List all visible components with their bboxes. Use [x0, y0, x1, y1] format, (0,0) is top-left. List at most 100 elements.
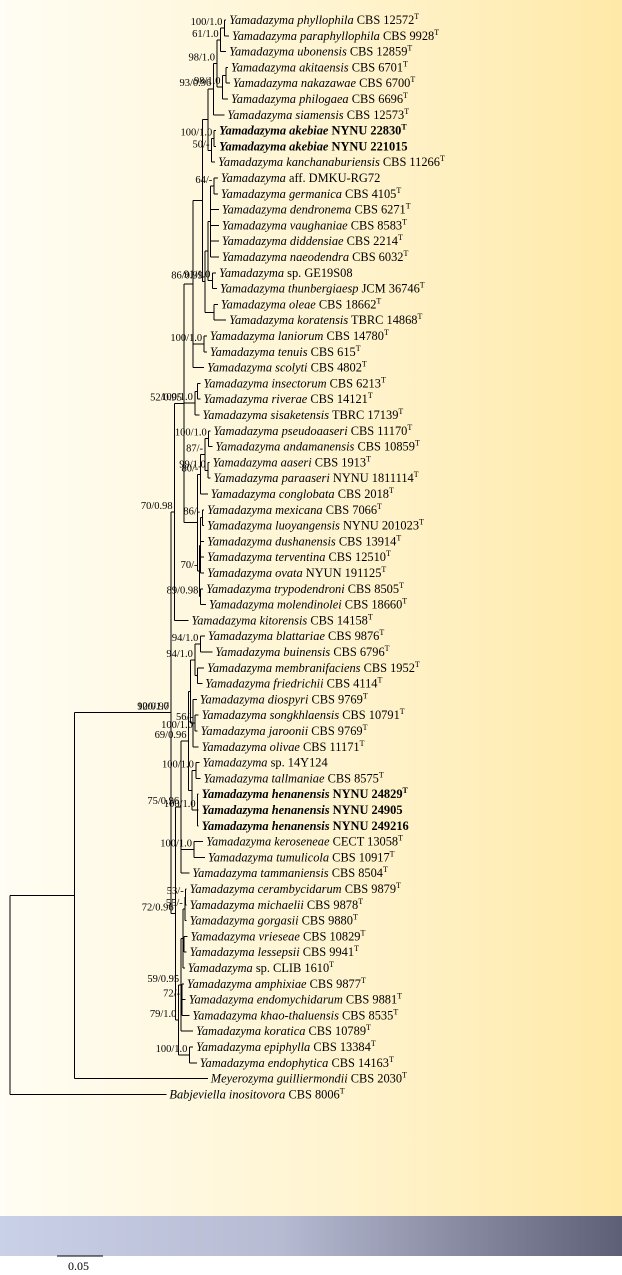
- taxon-label: Yamadazyma keroseneae CECT 13058T: [206, 834, 403, 849]
- support-value: 94/1.0: [172, 633, 199, 644]
- support-value: 70/-: [181, 560, 198, 571]
- taxon-label: Yamadazyma gorgasii CBS 9880T: [190, 913, 358, 928]
- taxon-label: Yamadazyma songkhlaensis CBS 10791T: [202, 707, 405, 722]
- taxon-label: Yamadazyma conglobata CBS 2018T: [211, 486, 394, 501]
- support-value: 64/-: [195, 175, 212, 186]
- support-value: 89/0.98: [167, 586, 199, 597]
- taxon-label: Yamadazyma insectorum CBS 6213T: [203, 375, 386, 390]
- taxon-label: Yamadazyma laniorum CBS 14780T: [210, 328, 389, 343]
- support-value: 100/1.0: [161, 720, 193, 731]
- taxon-label: Yamadazyma membranifaciens CBS 1952T: [207, 660, 420, 675]
- taxon-label: Yamadazyma sisaketensis TBRC 17139T: [203, 407, 404, 422]
- taxon-label: Yamadazyma jaroonii CBS 9769T: [201, 723, 368, 738]
- support-value: 53/-: [167, 886, 184, 897]
- taxon-label: Yamadazyma aff. DMKU-RG72: [221, 171, 380, 185]
- support-value: 98/1.0: [188, 52, 215, 63]
- support-value: 87/-: [186, 444, 203, 455]
- taxon-label: Yamadazyma akebiae NYNU 221015: [219, 139, 408, 153]
- support-value: 75/0.96: [147, 796, 179, 807]
- taxon-label: Yamadazyma terventina CBS 12510T: [207, 549, 391, 564]
- taxon-label: Yamadazyma henanensis NYNU 249216: [202, 819, 409, 833]
- taxon-label: Yamadazyma germanica CBS 4105T: [221, 186, 401, 201]
- taxon-label: Yamadazyma phyllophila CBS 12572T: [229, 12, 419, 27]
- support-value: 100/1.0: [162, 760, 194, 771]
- taxon-label: Yamadazyma tammaniensis CBS 8504T: [192, 865, 388, 880]
- taxon-label: Yamadazyma luoyangensis NYNU 201023T: [207, 518, 424, 533]
- taxon-label: Yamadazyma blattariae CBS 9876T: [208, 628, 384, 643]
- support-value: 100/1.0: [137, 702, 169, 713]
- support-value: 80/-: [182, 463, 199, 474]
- taxon-label: Yamadazyma endophytica CBS 14163T: [200, 1055, 394, 1070]
- taxon-label: Yamadazyma koratensis TBRC 14868T: [229, 312, 422, 327]
- support-value: 61/1.0: [192, 29, 219, 40]
- support-value: 100/1.0: [160, 839, 192, 850]
- taxon-label: Yamadazyma khao-thaluensis CBS 8535T: [192, 1007, 398, 1022]
- taxon-label: Yamadazyma cerambycidarum CBS 9879T: [190, 881, 401, 896]
- taxon-label: Yamadazyma riverae CBS 14121T: [203, 391, 372, 406]
- taxon-label: Yamadazyma sp. GE19S08: [219, 266, 352, 280]
- support-value: 100/1.0: [191, 17, 223, 28]
- taxon-label: Yamadazyma vaughaniae CBS 8583T: [222, 217, 407, 232]
- taxon-label: Yamadazyma pseudoaaseri CBS 11170T: [214, 423, 413, 438]
- taxon-label: Yamadazyma diospyri CBS 9769T: [200, 691, 368, 706]
- support-value: 52/0.95: [150, 392, 182, 403]
- support-value: 86/-: [183, 507, 200, 518]
- support-value: 59/0.95: [147, 974, 179, 985]
- taxon-label: Yamadazyma ubonensis CBS 12859T: [229, 44, 412, 59]
- support-value: 56/-: [176, 712, 193, 723]
- support-value: 100/1.0: [156, 1044, 188, 1055]
- support-value: 100/1.0: [164, 799, 196, 810]
- taxon-label: Yamadazyma paraaseri NYNU 1811114T: [214, 470, 419, 485]
- taxon-label: Yamadazyma vrieseae CBS 10829T: [191, 928, 366, 943]
- support-value: 72/-: [163, 989, 180, 1000]
- support-value: 92/0.97: [137, 702, 169, 713]
- taxon-label: Yamadazyma kitorensis CBS 14158T: [191, 612, 372, 627]
- taxon-label: Yamadazyma andamanensis CBS 10859T: [215, 439, 420, 454]
- taxon-label: Yamadazyma kanchanaburiensis CBS 11266T: [218, 154, 445, 169]
- taxon-label: Yamadazyma akitaensis CBS 6701T: [231, 59, 408, 74]
- taxon-label: Yamadazyma dushanensis CBS 13914T: [207, 533, 401, 548]
- support-value: 55/-: [166, 898, 183, 909]
- ingroup-background: [0, 0, 622, 1216]
- taxon-label: Yamadazyma naeodendra CBS 6032T: [222, 249, 409, 264]
- taxon-label: Yamadazyma friedrichii CBS 4114T: [205, 676, 382, 691]
- support-value: 72/0.96: [142, 902, 174, 913]
- taxon-label: Yamadazyma aaseri CBS 1913T: [213, 454, 371, 469]
- taxon-label: Yamadazyma ovata NYUN 191125T: [207, 565, 386, 580]
- taxon-label: Yamadazyma henanensis NYNU 24829T: [202, 786, 409, 801]
- taxon-label: Babjeviella inositovora CBS 8006T: [169, 1086, 344, 1101]
- support-value: 98/1.0: [194, 76, 221, 87]
- support-value: 100/1.0: [161, 392, 193, 403]
- taxon-label: Yamadazyma akebiae NYNU 22830T: [219, 123, 407, 138]
- taxon-label: Yamadazyma tumulicola CBS 10917T: [208, 849, 395, 864]
- taxon-label: Meyerozyma guilliermondii CBS 2030T: [210, 1071, 407, 1086]
- outgroup-background: [0, 1216, 622, 1256]
- taxon-label: Yamadazyma molendinolei CBS 18660T: [209, 597, 407, 612]
- taxon-label: Yamadazyma diddensiae CBS 2214T: [222, 233, 403, 248]
- taxon-label: Yamadazyma siamensis CBS 12573T: [227, 107, 409, 122]
- support-value: 50/-: [193, 139, 210, 150]
- support-value: 94/1.0: [166, 649, 193, 660]
- taxon-label: Yamadazyma michaelii CBS 9878T: [190, 897, 364, 912]
- support-value: 69/0.96: [155, 730, 187, 741]
- taxon-label: Yamadazyma thunbergiaesp JCM 36746T: [220, 281, 425, 296]
- support-value: 79/1.0: [150, 1009, 177, 1020]
- support-value: 70/0.98: [141, 501, 173, 512]
- support-value: 99/1.0: [179, 459, 206, 470]
- taxon-label: Yamadazyma nakazawae CBS 6700T: [233, 75, 416, 90]
- taxon-label: Yamadazyma trypodendroni CBS 8505T: [206, 581, 404, 596]
- taxon-label: Yamadazyma dendronema CBS 6271T: [222, 202, 411, 217]
- taxon-label: Yamadazyma tenuis CBS 615T: [210, 344, 361, 359]
- taxon-label: Yamadazyma mexicana CBS 7066T: [207, 502, 382, 517]
- taxon-label: Yamadazyma buinensis CBS 6796T: [215, 644, 389, 659]
- taxon-label: Yamadazyma amphixiae CBS 9877T: [187, 976, 366, 991]
- taxon-label: Yamadazyma tallmaniae CBS 8575T: [203, 770, 383, 785]
- support-value: 100/1.0: [180, 128, 212, 139]
- support-value: 93/0.96: [180, 78, 212, 89]
- taxon-label: Yamadazyma epiphylla CBS 13384T: [196, 1039, 376, 1054]
- taxon-label: Yamadazyma scolyti CBS 4802T: [207, 360, 367, 375]
- taxon-label: Yamadazyma olivae CBS 11171T: [202, 739, 365, 754]
- support-value: 100/1.0: [170, 333, 202, 344]
